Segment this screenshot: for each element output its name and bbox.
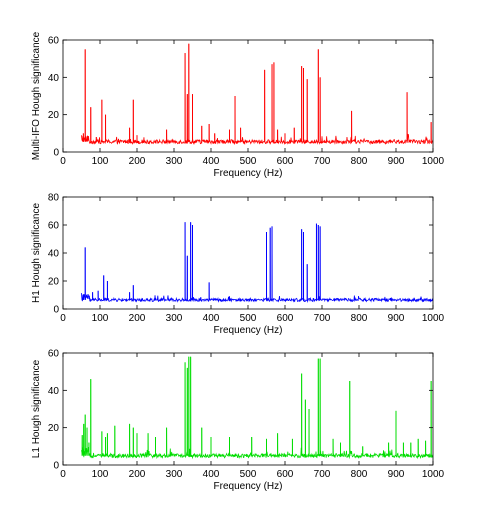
- x-tick-label: 200: [129, 469, 146, 480]
- y-tick-label: 60: [48, 221, 60, 232]
- y-axis-label: L1 Hough significance: [31, 359, 42, 458]
- x-tick-label: 400: [203, 156, 220, 167]
- y-tick-label: 0: [53, 148, 59, 159]
- x-tick-label: 600: [277, 313, 294, 324]
- x-tick-label: 400: [203, 313, 220, 324]
- y-tick-label: 0: [53, 305, 59, 316]
- x-tick-label: 700: [314, 469, 331, 480]
- plot-frame: [62, 196, 434, 310]
- x-tick-label: 0: [60, 156, 66, 167]
- x-tick-label: 1000: [422, 156, 445, 167]
- y-tick-label: 0: [53, 461, 59, 472]
- y-tick-label: 80: [48, 193, 60, 204]
- x-axis-label: Frequency (Hz): [214, 325, 283, 336]
- panel-2: 0 100 200 300 400 500 600 700 800 900 1000 0 20 40 60 8…: [31, 193, 445, 337]
- x-tick-label: 600: [277, 156, 294, 167]
- x-tick-label: 1000: [422, 469, 445, 480]
- x-tick-label: 500: [240, 469, 257, 480]
- x-tick-label: 800: [351, 313, 368, 324]
- plot-frame: [62, 352, 434, 466]
- x-tick-label: 500: [240, 313, 257, 324]
- series-line: [81, 222, 433, 303]
- x-tick-label: 700: [314, 313, 331, 324]
- x-tick-label: 800: [351, 156, 368, 167]
- y-tick-label: 20: [48, 423, 60, 434]
- x-tick-label: 900: [388, 156, 405, 167]
- y-tick-label: 60: [48, 36, 60, 47]
- x-tick-label: 100: [92, 156, 109, 167]
- y-axis-label: H1 Hough significance: [31, 203, 42, 303]
- x-tick-label: 1000: [422, 313, 445, 324]
- x-axis-label: Frequency (Hz): [214, 481, 283, 492]
- x-tick-label: 300: [166, 156, 183, 167]
- y-axis-label: Multi-IFO Hough significance: [31, 31, 42, 160]
- x-tick-label: 500: [240, 156, 257, 167]
- x-tick-label: 200: [129, 313, 146, 324]
- plot-frame: [62, 39, 434, 153]
- series-line: [81, 356, 433, 460]
- panel-1: 0 100 200 300 400 500 600 700 800 900 1000 0 20 40 60 F…: [31, 31, 445, 179]
- x-tick-label: 300: [166, 313, 183, 324]
- x-tick-label: 900: [388, 313, 405, 324]
- y-tick-label: 20: [48, 110, 60, 121]
- panel-3: 0 100 200 300 400 500 600 700 800 900 1000 0 20 40 60 F…: [31, 349, 445, 493]
- x-tick-label: 800: [351, 469, 368, 480]
- x-tick-label: 200: [129, 156, 146, 167]
- x-axis-label: Frequency (Hz): [214, 168, 283, 179]
- series-line: [81, 43, 433, 146]
- x-tick-label: 300: [166, 469, 183, 480]
- x-tick-label: 0: [60, 469, 66, 480]
- x-tick-label: 700: [314, 156, 331, 167]
- x-tick-label: 600: [277, 469, 294, 480]
- y-tick-label: 40: [48, 73, 60, 84]
- x-tick-label: 900: [388, 469, 405, 480]
- x-tick-label: 400: [203, 469, 220, 480]
- y-tick-label: 40: [48, 386, 60, 397]
- x-tick-label: 0: [60, 313, 66, 324]
- y-tick-label: 40: [48, 249, 60, 260]
- y-tick-label: 60: [48, 349, 60, 360]
- x-tick-label: 100: [92, 313, 109, 324]
- x-tick-label: 100: [92, 469, 109, 480]
- y-tick-label: 20: [48, 277, 60, 288]
